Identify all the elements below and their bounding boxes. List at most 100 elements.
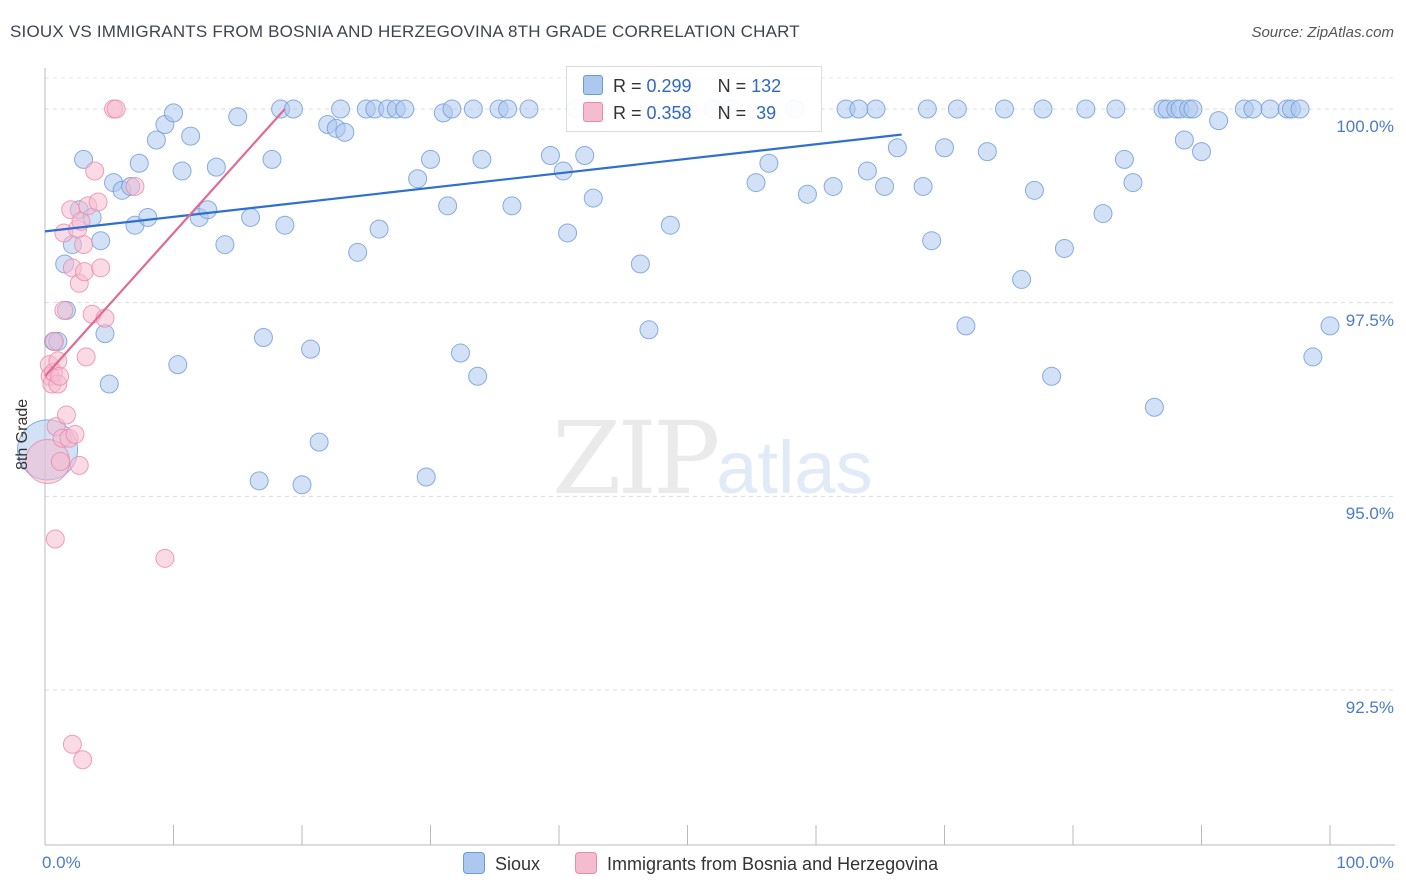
sioux-point[interactable] bbox=[977, 142, 997, 162]
bosnia-point[interactable] bbox=[95, 308, 115, 328]
sioux-point[interactable] bbox=[866, 99, 886, 119]
bosnia-point[interactable] bbox=[85, 161, 105, 181]
sioux-point[interactable] bbox=[1012, 269, 1032, 289]
sioux-point[interactable] bbox=[913, 176, 933, 196]
sioux-point[interactable] bbox=[74, 149, 94, 169]
sioux-point[interactable] bbox=[746, 173, 766, 193]
sioux-point[interactable] bbox=[1144, 397, 1164, 417]
sioux-point[interactable] bbox=[438, 196, 458, 216]
sioux-point[interactable] bbox=[1243, 99, 1263, 119]
bosnia-point[interactable] bbox=[91, 258, 111, 278]
bosnia-point[interactable] bbox=[50, 366, 70, 386]
sioux-point[interactable] bbox=[408, 169, 428, 189]
sioux-point[interactable] bbox=[1042, 366, 1062, 386]
sioux-point[interactable] bbox=[875, 176, 895, 196]
sioux-point[interactable] bbox=[253, 328, 273, 348]
bosnia-point[interactable] bbox=[54, 300, 74, 320]
bosnia-point[interactable] bbox=[50, 452, 70, 471]
legend-item-bosnia[interactable]: Immigrants from Bosnia and Herzegovina bbox=[575, 852, 938, 875]
sioux-point[interactable] bbox=[1290, 99, 1310, 119]
sioux-point[interactable] bbox=[956, 316, 976, 336]
bosnia-point[interactable] bbox=[69, 455, 89, 475]
sioux-point[interactable] bbox=[283, 99, 303, 119]
sioux-point[interactable] bbox=[91, 231, 111, 251]
sioux-point[interactable] bbox=[498, 99, 518, 119]
sioux-point[interactable] bbox=[395, 99, 415, 119]
sioux-point[interactable] bbox=[1106, 99, 1126, 119]
sioux-point[interactable] bbox=[1303, 347, 1323, 367]
sioux-point[interactable] bbox=[309, 432, 329, 452]
bosnia-point[interactable] bbox=[125, 176, 145, 196]
bosnia-point[interactable] bbox=[74, 235, 94, 255]
sioux-point[interactable] bbox=[994, 99, 1014, 119]
source-label[interactable]: Source: ZipAtlas.com bbox=[1251, 24, 1394, 41]
sioux-point[interactable] bbox=[275, 215, 295, 235]
sioux-point[interactable] bbox=[917, 99, 937, 119]
bosnia-point[interactable] bbox=[106, 99, 126, 119]
sioux-point[interactable] bbox=[1209, 111, 1229, 131]
sioux-point[interactable] bbox=[172, 161, 192, 181]
sioux-point[interactable] bbox=[292, 475, 312, 495]
legend-item-sioux[interactable]: Sioux bbox=[463, 852, 540, 875]
sioux-point[interactable] bbox=[922, 231, 942, 251]
sioux-point[interactable] bbox=[164, 103, 183, 123]
sioux-point[interactable] bbox=[99, 374, 119, 394]
sioux-point[interactable] bbox=[168, 355, 188, 375]
sioux-point[interactable] bbox=[660, 215, 680, 235]
sioux-point[interactable] bbox=[519, 99, 539, 119]
sioux-point[interactable] bbox=[1024, 180, 1044, 200]
sioux-point[interactable] bbox=[442, 99, 462, 119]
sioux-point[interactable] bbox=[335, 122, 355, 142]
bosnia-point[interactable] bbox=[45, 529, 65, 549]
sioux-point[interactable] bbox=[558, 223, 578, 243]
sioux-point[interactable] bbox=[947, 99, 967, 119]
sioux-point[interactable] bbox=[849, 99, 869, 119]
sioux-point[interactable] bbox=[502, 196, 522, 216]
sioux-point[interactable] bbox=[369, 219, 389, 239]
bosnia-point[interactable] bbox=[65, 424, 85, 444]
bosnia-point[interactable] bbox=[62, 734, 82, 754]
sioux-point[interactable] bbox=[146, 130, 166, 150]
sioux-point[interactable] bbox=[249, 471, 269, 491]
sioux-point[interactable] bbox=[1093, 204, 1113, 224]
sioux-point[interactable] bbox=[1183, 99, 1203, 119]
sioux-point[interactable] bbox=[1076, 99, 1096, 119]
sioux-point[interactable] bbox=[472, 149, 492, 169]
sioux-point[interactable] bbox=[639, 320, 659, 340]
sioux-point[interactable] bbox=[181, 126, 201, 146]
sioux-point[interactable] bbox=[630, 254, 650, 274]
sioux-point[interactable] bbox=[421, 149, 440, 169]
sioux-point[interactable] bbox=[1033, 99, 1053, 119]
sioux-point[interactable] bbox=[206, 157, 226, 177]
sioux-point[interactable] bbox=[468, 366, 488, 386]
sioux-point[interactable] bbox=[463, 99, 483, 119]
bosnia-point[interactable] bbox=[56, 405, 76, 425]
sioux-point[interactable] bbox=[228, 107, 248, 127]
sioux-point[interactable] bbox=[540, 145, 560, 165]
sioux-point[interactable] bbox=[416, 467, 436, 487]
bosnia-point[interactable] bbox=[44, 331, 64, 351]
sioux-point[interactable] bbox=[823, 176, 843, 196]
sioux-point[interactable] bbox=[857, 161, 877, 181]
sioux-point[interactable] bbox=[262, 149, 282, 169]
sioux-point[interactable] bbox=[129, 153, 149, 173]
bosnia-point[interactable] bbox=[74, 262, 94, 282]
sioux-point[interactable] bbox=[583, 188, 603, 208]
sioux-point[interactable] bbox=[215, 235, 235, 255]
sioux-point[interactable] bbox=[1054, 238, 1074, 258]
bosnia-point[interactable] bbox=[155, 548, 175, 568]
sioux-point[interactable] bbox=[1114, 149, 1134, 169]
sioux-point[interactable] bbox=[1260, 99, 1280, 119]
sioux-point[interactable] bbox=[331, 99, 351, 119]
bosnia-point[interactable] bbox=[76, 347, 96, 367]
sioux-point[interactable] bbox=[348, 242, 368, 262]
sioux-point[interactable] bbox=[935, 138, 954, 158]
bosnia-point[interactable] bbox=[88, 192, 108, 212]
sioux-point[interactable] bbox=[1123, 173, 1143, 193]
sioux-point[interactable] bbox=[241, 207, 261, 227]
sioux-point[interactable] bbox=[301, 339, 321, 359]
sioux-point[interactable] bbox=[1192, 142, 1211, 162]
bosnia-point[interactable] bbox=[73, 750, 93, 770]
sioux-point[interactable] bbox=[553, 161, 573, 181]
sioux-point[interactable] bbox=[1320, 316, 1340, 336]
